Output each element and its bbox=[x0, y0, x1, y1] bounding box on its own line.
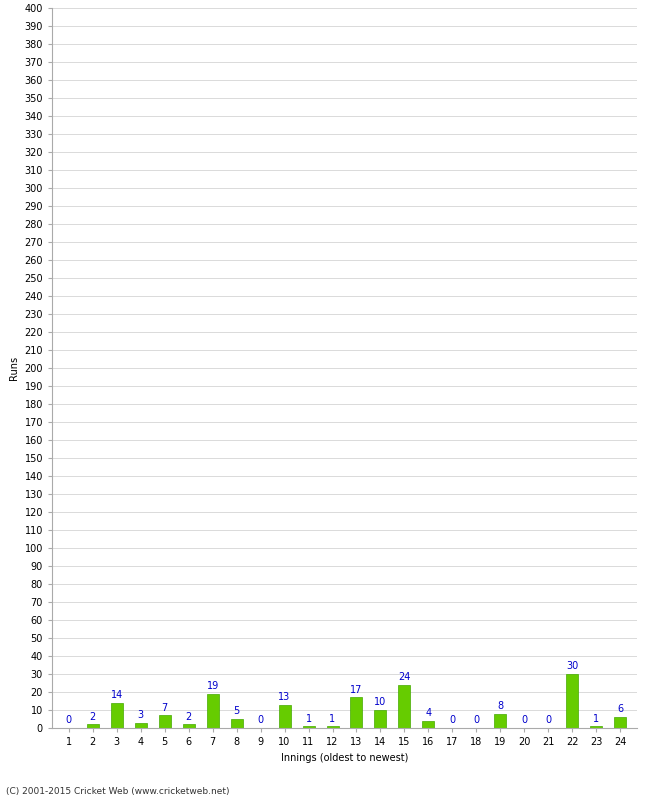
Bar bbox=[566, 674, 578, 728]
Bar bbox=[350, 698, 363, 728]
Bar bbox=[231, 719, 242, 728]
Bar bbox=[183, 725, 194, 728]
Text: 10: 10 bbox=[374, 698, 387, 707]
Text: 4: 4 bbox=[425, 708, 432, 718]
Bar bbox=[398, 685, 410, 728]
Bar bbox=[374, 710, 387, 728]
Text: 0: 0 bbox=[473, 715, 480, 726]
Bar bbox=[279, 705, 291, 728]
Bar bbox=[302, 726, 315, 728]
Text: 0: 0 bbox=[66, 715, 72, 726]
Bar bbox=[495, 714, 506, 728]
Text: 24: 24 bbox=[398, 672, 411, 682]
Bar bbox=[207, 694, 218, 728]
Text: 3: 3 bbox=[138, 710, 144, 720]
Bar bbox=[326, 726, 339, 728]
Text: 8: 8 bbox=[497, 701, 503, 711]
Text: 14: 14 bbox=[111, 690, 123, 700]
Text: 0: 0 bbox=[257, 715, 264, 726]
Bar bbox=[614, 718, 626, 728]
Text: (C) 2001-2015 Cricket Web (www.cricketweb.net): (C) 2001-2015 Cricket Web (www.cricketwe… bbox=[6, 787, 230, 796]
Bar bbox=[135, 722, 147, 728]
Text: 2: 2 bbox=[90, 712, 96, 722]
Y-axis label: Runs: Runs bbox=[9, 356, 19, 380]
Text: 1: 1 bbox=[593, 714, 599, 723]
Bar bbox=[422, 721, 434, 728]
Bar bbox=[111, 703, 123, 728]
Text: 2: 2 bbox=[185, 712, 192, 722]
Bar bbox=[86, 725, 99, 728]
Text: 19: 19 bbox=[207, 681, 219, 691]
Text: 1: 1 bbox=[306, 714, 311, 723]
Text: 5: 5 bbox=[233, 706, 240, 716]
Text: 17: 17 bbox=[350, 685, 363, 694]
Text: 1: 1 bbox=[330, 714, 335, 723]
Text: 6: 6 bbox=[617, 705, 623, 714]
Bar bbox=[159, 715, 171, 728]
Bar bbox=[590, 726, 603, 728]
Text: 0: 0 bbox=[545, 715, 551, 726]
Text: 0: 0 bbox=[521, 715, 527, 726]
Text: 0: 0 bbox=[449, 715, 456, 726]
Text: 30: 30 bbox=[566, 662, 578, 671]
Text: 13: 13 bbox=[278, 692, 291, 702]
X-axis label: Innings (oldest to newest): Innings (oldest to newest) bbox=[281, 753, 408, 762]
Text: 7: 7 bbox=[162, 702, 168, 713]
